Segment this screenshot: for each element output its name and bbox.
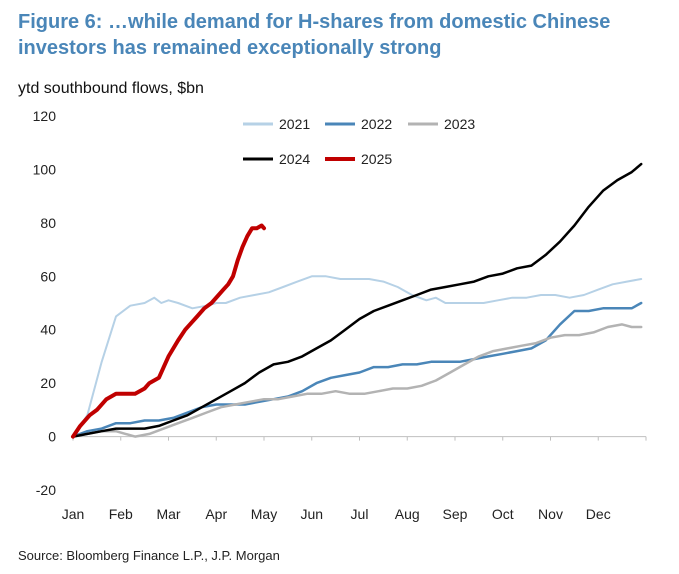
legend-label-2021: 2021 [279,116,310,132]
x-tick-label: Jul [351,506,369,522]
chart-title: Figure 6: …while demand for H-shares fro… [18,11,611,59]
x-tick-label: Feb [109,506,133,522]
y-tick-label: 80 [40,215,56,231]
legend-label-2025: 2025 [361,151,392,167]
series-line-2023 [71,323,643,438]
y-tick-label: 60 [40,268,56,284]
y-tick-label: 120 [33,108,57,124]
source-note: Source: Bloomberg Finance L.P., J.P. Mor… [18,548,280,563]
x-tick-label: Jan [62,506,85,522]
y-axis-label: ytd southbound flows, $bn [18,80,204,97]
series-line-2024 [71,162,643,438]
y-tick-label: 40 [40,322,56,338]
x-tick-label: Dec [586,506,611,522]
legend-label-2022: 2022 [361,116,392,132]
y-tick-label: 100 [33,161,57,177]
x-tick-label: Apr [205,506,227,522]
series-line-2025 [71,223,266,439]
legend-label-2024: 2024 [279,151,310,167]
x-tick-label: Mar [156,506,180,522]
x-tick-label: May [251,506,277,522]
legend-label-2023: 2023 [444,116,475,132]
series-line-2022 [71,301,643,438]
x-tick-label: Jun [300,506,323,522]
x-tick-label: Aug [395,506,420,522]
series-line-2021 [72,275,643,438]
x-tick-label: Oct [492,506,514,522]
y-tick-label: -20 [36,482,56,498]
x-tick-label: Nov [538,506,563,522]
x-tick-label: Sep [443,506,468,522]
y-tick-label: 0 [48,429,56,445]
y-tick-label: 20 [40,375,56,391]
